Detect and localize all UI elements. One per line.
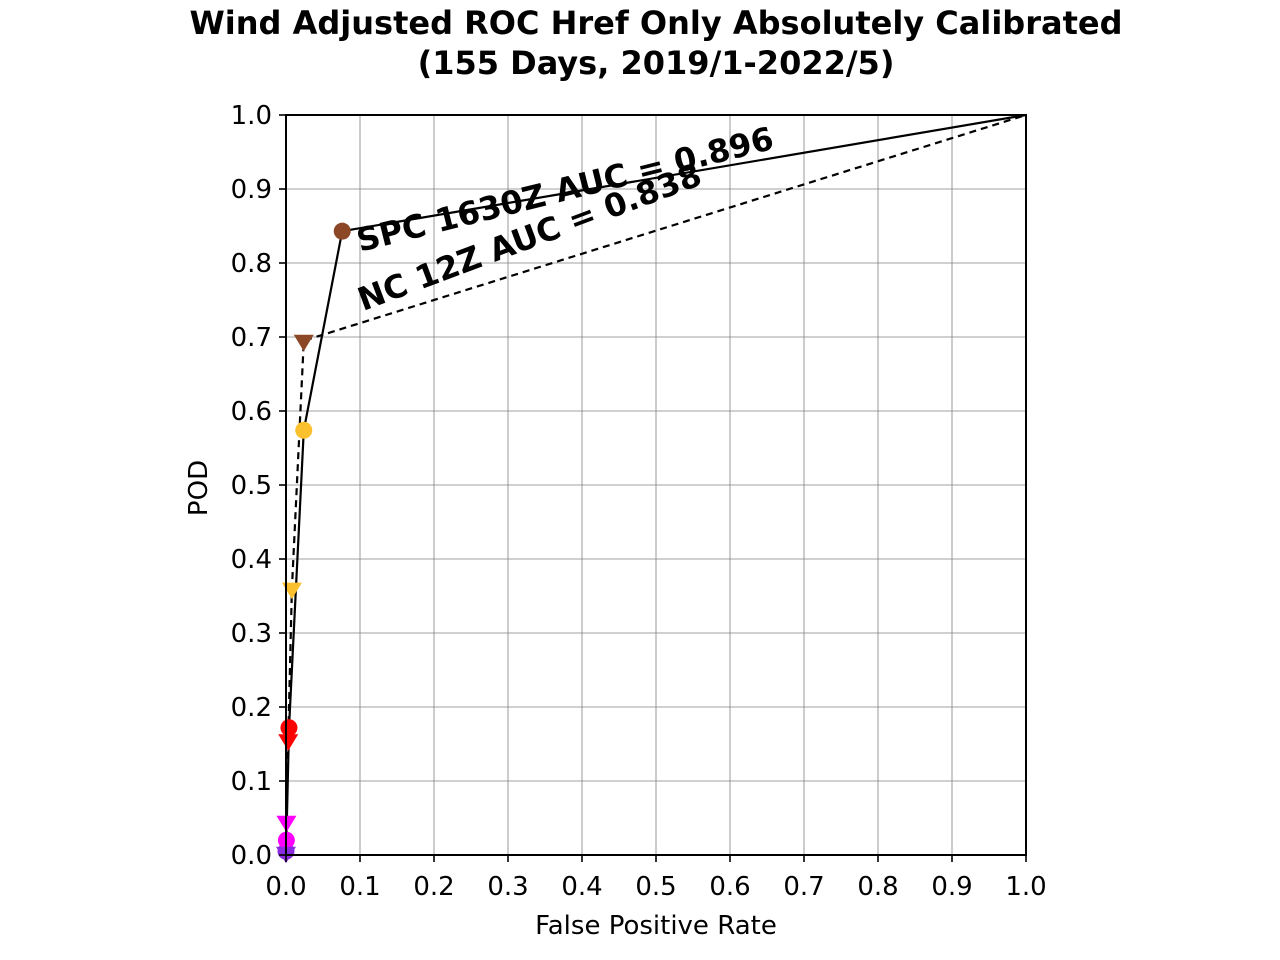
marker-point-nc-12z-5 [293, 334, 314, 352]
y-tick-label: 0.0 [231, 841, 272, 871]
x-tick-label: 0.7 [783, 872, 824, 902]
x-tick-label: 0.1 [339, 872, 380, 902]
y-tick-label: 0.2 [231, 693, 272, 723]
x-tick-label: 0.0 [265, 872, 306, 902]
x-tick-label: 0.2 [413, 872, 454, 902]
marker-point-spc-1630z-3 [280, 719, 298, 737]
x-tick-label: 0.9 [931, 872, 972, 902]
x-tick-label: 1.0 [1005, 872, 1046, 902]
marker-point-spc-1630z-4 [295, 421, 313, 439]
y-tick-label: 0.6 [231, 397, 272, 427]
y-tick-label: 0.4 [231, 545, 272, 575]
chart-title-line-2: (155 Days, 2019/1-2022/5) [418, 44, 895, 82]
x-tick-label: 0.5 [635, 872, 676, 902]
marker-point-nc-12z-3 [278, 734, 299, 751]
marker-point-nc-12z-4 [281, 582, 302, 600]
y-tick-label: 0.9 [231, 175, 272, 205]
x-tick-label: 0.4 [561, 872, 602, 902]
chart-title-line-1: Wind Adjusted ROC Href Only Absolutely C… [190, 4, 1123, 42]
x-tick-label: 0.3 [487, 872, 528, 902]
marker-point-spc-1630z-5 [333, 222, 351, 240]
x-axis-label: False Positive Rate [535, 911, 777, 941]
y-tick-label: 0.7 [231, 323, 272, 353]
data-markers [276, 222, 351, 864]
y-tick-label: 0.3 [231, 619, 272, 649]
y-tick-label: 0.1 [231, 767, 272, 797]
y-axis-label: POD [184, 460, 214, 516]
y-tick-label: 0.5 [231, 471, 272, 501]
y-tick-label: 0.8 [231, 249, 272, 279]
x-tick-label: 0.6 [709, 872, 750, 902]
ticks: 0.0 0.1 0.2 0.3 0.4 0.5 0.6 0.7 0.8 0.9 1.0 0.0 0.1 0… [231, 101, 1047, 902]
y-tick-label: 1.0 [231, 101, 272, 131]
x-tick-label: 0.8 [857, 872, 898, 902]
